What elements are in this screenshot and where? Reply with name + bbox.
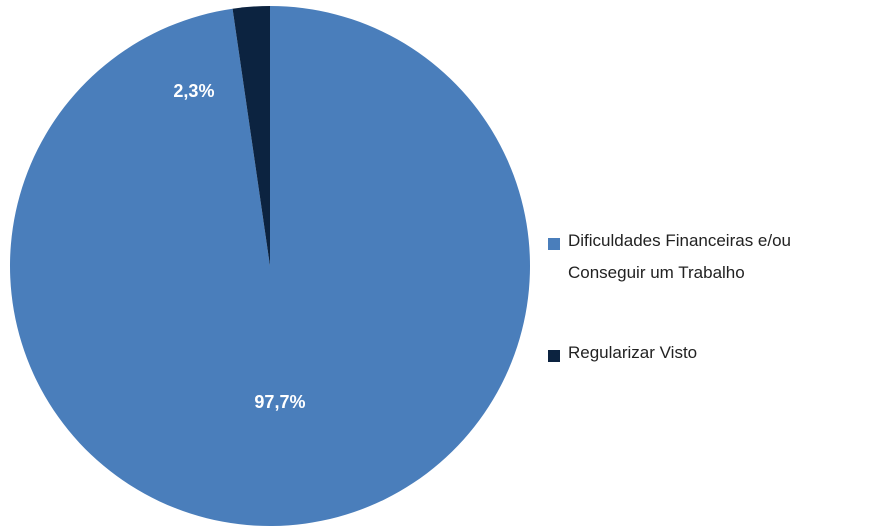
legend-label: Dificuldades Financeiras e/ou Conseguir … [568, 231, 792, 282]
legend-item: Dificuldades Financeiras e/ou Conseguir … [548, 231, 848, 289]
legend-label: Regularizar Visto [568, 343, 698, 362]
legend-item: Regularizar Visto [548, 343, 848, 369]
legend-swatch [548, 350, 560, 362]
pie-slice [232, 6, 270, 266]
data-label: 2,3% [173, 81, 214, 101]
data-label: 97,7% [254, 392, 305, 412]
legend-swatch [548, 238, 560, 250]
pie-slice [9, 6, 531, 526]
